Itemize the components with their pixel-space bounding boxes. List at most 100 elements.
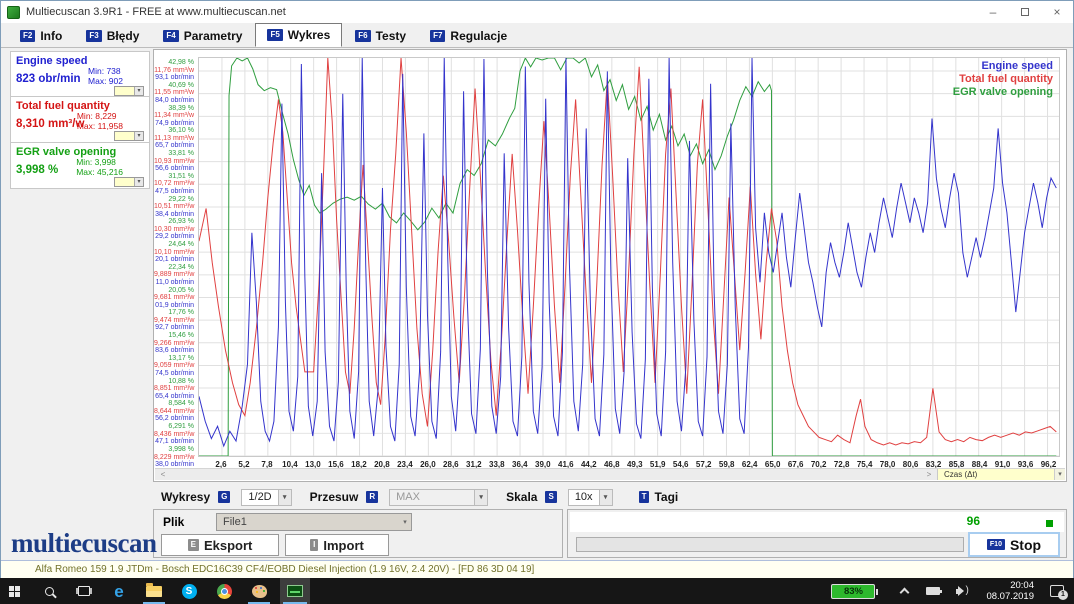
x-axis-tick-label: 85,8 (948, 460, 965, 469)
vehicle-info: Alfa Romeo 159 1.9 JTDm - Bosch EDC16C39… (35, 564, 535, 575)
parameter-scale-dropdown[interactable]: ▾ (114, 86, 144, 96)
chrome-button[interactable] (210, 578, 238, 604)
app-window: Multiecuscan 3.9R1 - FREE at www.multiec… (0, 0, 1074, 578)
x-axis-labels: 2,6 5,2 7,8 10,4 13,0 15,6 18,2 20,8 23,4 26,0 28,… (198, 460, 1060, 472)
taskbar-clock[interactable]: 20:04 08.07.2019 (986, 580, 1034, 602)
y-axis-tick-label: 9,474 mm³/w (154, 316, 195, 324)
chart-mode-select[interactable]: 1/2D (241, 488, 279, 506)
task-view-button[interactable] (70, 578, 98, 604)
search-button[interactable] (35, 578, 63, 604)
chart-horizontal-scrollbar[interactable]: < > Czas (Δt) ▾ (155, 468, 1065, 480)
parameter-scale-dropdown[interactable]: ▾ (114, 131, 144, 141)
y-axis-tick-label: 93,1 obr/min (155, 73, 194, 81)
y-axis-tick-label: 24,64 % (168, 240, 194, 248)
parameter-card-total-fuel-quantity[interactable]: Total fuel quantity 8,310 mm³/w Min: 8,2… (10, 97, 150, 143)
notification-badge: 1 (1058, 590, 1068, 600)
x-axis-tick-label: 33,8 (489, 460, 505, 469)
time-axis-dropdown[interactable]: Czas (Δt) ▾ (937, 469, 1065, 480)
x-axis-tick-label: 91,0 (994, 460, 1011, 469)
y-axis-tick-label: 65,4 obr/min (155, 392, 194, 400)
time-axis-label: Czas (Δt) (944, 470, 978, 479)
plot-area[interactable]: Engine speed Total fuel quantity EGR val… (198, 57, 1060, 457)
g-key-badge: G (218, 491, 231, 503)
tray-expand-icon[interactable] (900, 587, 910, 598)
clock-time: 20:04 (1010, 580, 1034, 591)
y-axis-tick-label: 47,1 obr/min (155, 437, 194, 445)
y-axis-tick-label: 20,05 % (168, 286, 194, 294)
f2-key-badge: F2 (20, 30, 36, 42)
tab-bledy[interactable]: F3 Błędy (75, 25, 150, 47)
parameter-min: Min: 8,229 (76, 111, 117, 121)
x-axis-tick-label: 44,2 (580, 460, 597, 469)
x-axis-tick-label: 78,0 (879, 460, 896, 469)
x-axis-tick-label: 57,2 (695, 460, 712, 469)
tab-regulacje[interactable]: F7 Regulacje (419, 25, 518, 47)
y-axis-label-group: 10,88 % 8,851 mm³/w 65,4 obr/min (154, 377, 194, 400)
skype-button[interactable]: S (175, 578, 203, 604)
e-key-badge: E (187, 539, 199, 551)
x-axis-tick-label: 65,0 (764, 460, 781, 469)
paint-app-button[interactable] (245, 578, 273, 604)
y-axis-tick-label: 74,5 obr/min (155, 369, 194, 377)
y-axis-tick-label: 13,17 % (168, 354, 194, 362)
eksport-button[interactable]: E Eksport (161, 534, 279, 556)
y-axis-label-group: 42,98 % 11,76 mm³/w 93,1 obr/min (154, 59, 194, 82)
action-center-icon[interactable]: 1 (1050, 585, 1068, 600)
scale-select[interactable]: 10x (567, 488, 600, 506)
app-icon (7, 5, 20, 19)
start-button[interactable] (0, 578, 28, 604)
maximize-button[interactable] (1009, 1, 1041, 23)
y-axis-label-group: 29,22 % 10,51 mm³/w 38,4 obr/min (154, 195, 194, 218)
speaker-icon[interactable] (956, 585, 972, 597)
y-axis-tick-label: 31,51 % (168, 172, 194, 180)
chevron-down-icon[interactable]: ▾ (278, 488, 292, 506)
x-axis-tick-label: 88,4 (971, 460, 988, 469)
x-axis-tick-label: 28,6 (443, 460, 459, 469)
tab-label: Testy (375, 29, 407, 43)
y-axis-tick-label: 9,681 mm³/w (154, 293, 195, 301)
scroll-mode-select[interactable]: MAX (389, 488, 476, 506)
x-axis-tick-label: 83,2 (925, 460, 942, 469)
windows-taskbar: e S 83% 20:04 08.07.2019 1 (0, 578, 1074, 604)
f10-key-badge: F10 (986, 539, 1005, 550)
parameter-scale-dropdown[interactable]: ▾ (114, 177, 144, 187)
parameter-card-engine-speed[interactable]: Engine speed 823 obr/min Min: 738 Max: 9… (10, 51, 150, 97)
y-axis-tick-label: 84,0 obr/min (155, 96, 194, 104)
x-axis-tick-label: 7,8 (261, 460, 273, 469)
file-explorer-button[interactable] (140, 578, 168, 604)
y-axis-tick-label: 47,5 obr/min (155, 187, 194, 195)
chart-svg (199, 58, 1059, 456)
y-axis-label-group: 3,998 % 8,229 mm³/w 38,0 obr/min (154, 446, 194, 469)
import-label: Import (323, 537, 364, 553)
tab-testy[interactable]: F6 Testy (344, 25, 417, 47)
battery-icon[interactable] (926, 587, 943, 595)
tab-info[interactable]: F2 Info (9, 25, 73, 47)
stop-label: Stop (1009, 536, 1042, 553)
y-axis-tick-label: 38,0 obr/min (155, 460, 194, 468)
y-axis-label-group: 8,584 % 8,644 mm³/w 56,2 obr/min (154, 400, 194, 423)
eksport-label: Eksport (203, 537, 253, 553)
x-axis-tick-label: 70,2 (810, 460, 827, 469)
x-axis-tick-label: 31,2 (466, 460, 482, 469)
close-button[interactable]: × (1053, 5, 1061, 19)
parameter-card-egr-valve-opening[interactable]: EGR valve opening 3,998 % Min: 3,998 Max… (10, 143, 150, 189)
tab-wykres[interactable]: F5 Wykres (255, 23, 343, 47)
minimize-button[interactable]: – (989, 5, 997, 19)
import-button[interactable]: I Import (285, 534, 389, 556)
status-bar: Alfa Romeo 159 1.9 JTDm - Bosch EDC16C39… (1, 560, 1073, 578)
scroll-right-icon[interactable]: > (921, 469, 937, 480)
tab-bar: F2 Info F3 Błędy F4 Parametry F5 Wykres F6 Te… (1, 23, 1073, 48)
file-select[interactable]: File1 ▾ (216, 513, 412, 531)
y-axis-label-group: 22,34 % 9,889 mm³/w 11,0 obr/min (154, 264, 194, 287)
chevron-down-icon[interactable]: ▾ (475, 488, 489, 506)
y-axis-tick-label: 83,6 obr/min (155, 346, 194, 354)
battery-percent-widget[interactable]: 83% (831, 583, 879, 599)
chevron-down-icon[interactable]: ▾ (599, 488, 613, 506)
f7-key-badge: F7 (430, 30, 446, 42)
edge-button[interactable]: e (105, 578, 133, 604)
scroll-left-icon[interactable]: < (155, 469, 171, 480)
x-axis-tick-label: 67,6 (787, 460, 804, 469)
tab-parametry[interactable]: F4 Parametry (152, 25, 253, 47)
multiecuscan-task-button[interactable] (280, 578, 310, 604)
stop-button[interactable]: F10 Stop (968, 532, 1060, 557)
